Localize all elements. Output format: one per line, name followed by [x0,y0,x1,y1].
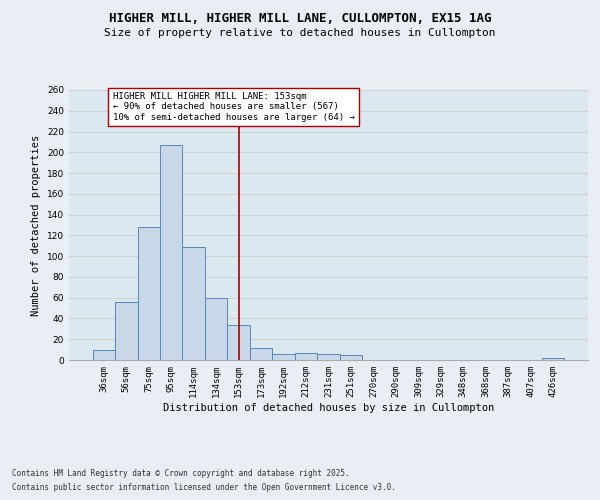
Bar [317,354,340,360]
Bar [92,350,115,360]
X-axis label: Distribution of detached houses by size in Cullompton: Distribution of detached houses by size … [163,402,494,412]
Bar [340,355,362,360]
Bar [272,354,295,360]
Text: Contains public sector information licensed under the Open Government Licence v3: Contains public sector information licen… [12,484,396,492]
Bar [542,358,565,360]
Bar [227,324,250,360]
Text: Size of property relative to detached houses in Cullompton: Size of property relative to detached ho… [104,28,496,38]
Text: Contains HM Land Registry data © Crown copyright and database right 2025.: Contains HM Land Registry data © Crown c… [12,468,350,477]
Bar [182,247,205,360]
Bar [295,352,317,360]
Bar [205,298,227,360]
Bar [115,302,137,360]
Text: HIGHER MILL, HIGHER MILL LANE, CULLOMPTON, EX15 1AG: HIGHER MILL, HIGHER MILL LANE, CULLOMPTO… [109,12,491,26]
Bar [137,227,160,360]
Bar [160,145,182,360]
Text: HIGHER MILL HIGHER MILL LANE: 153sqm
← 90% of detached houses are smaller (567)
: HIGHER MILL HIGHER MILL LANE: 153sqm ← 9… [113,92,355,122]
Y-axis label: Number of detached properties: Number of detached properties [31,134,41,316]
Bar [250,348,272,360]
